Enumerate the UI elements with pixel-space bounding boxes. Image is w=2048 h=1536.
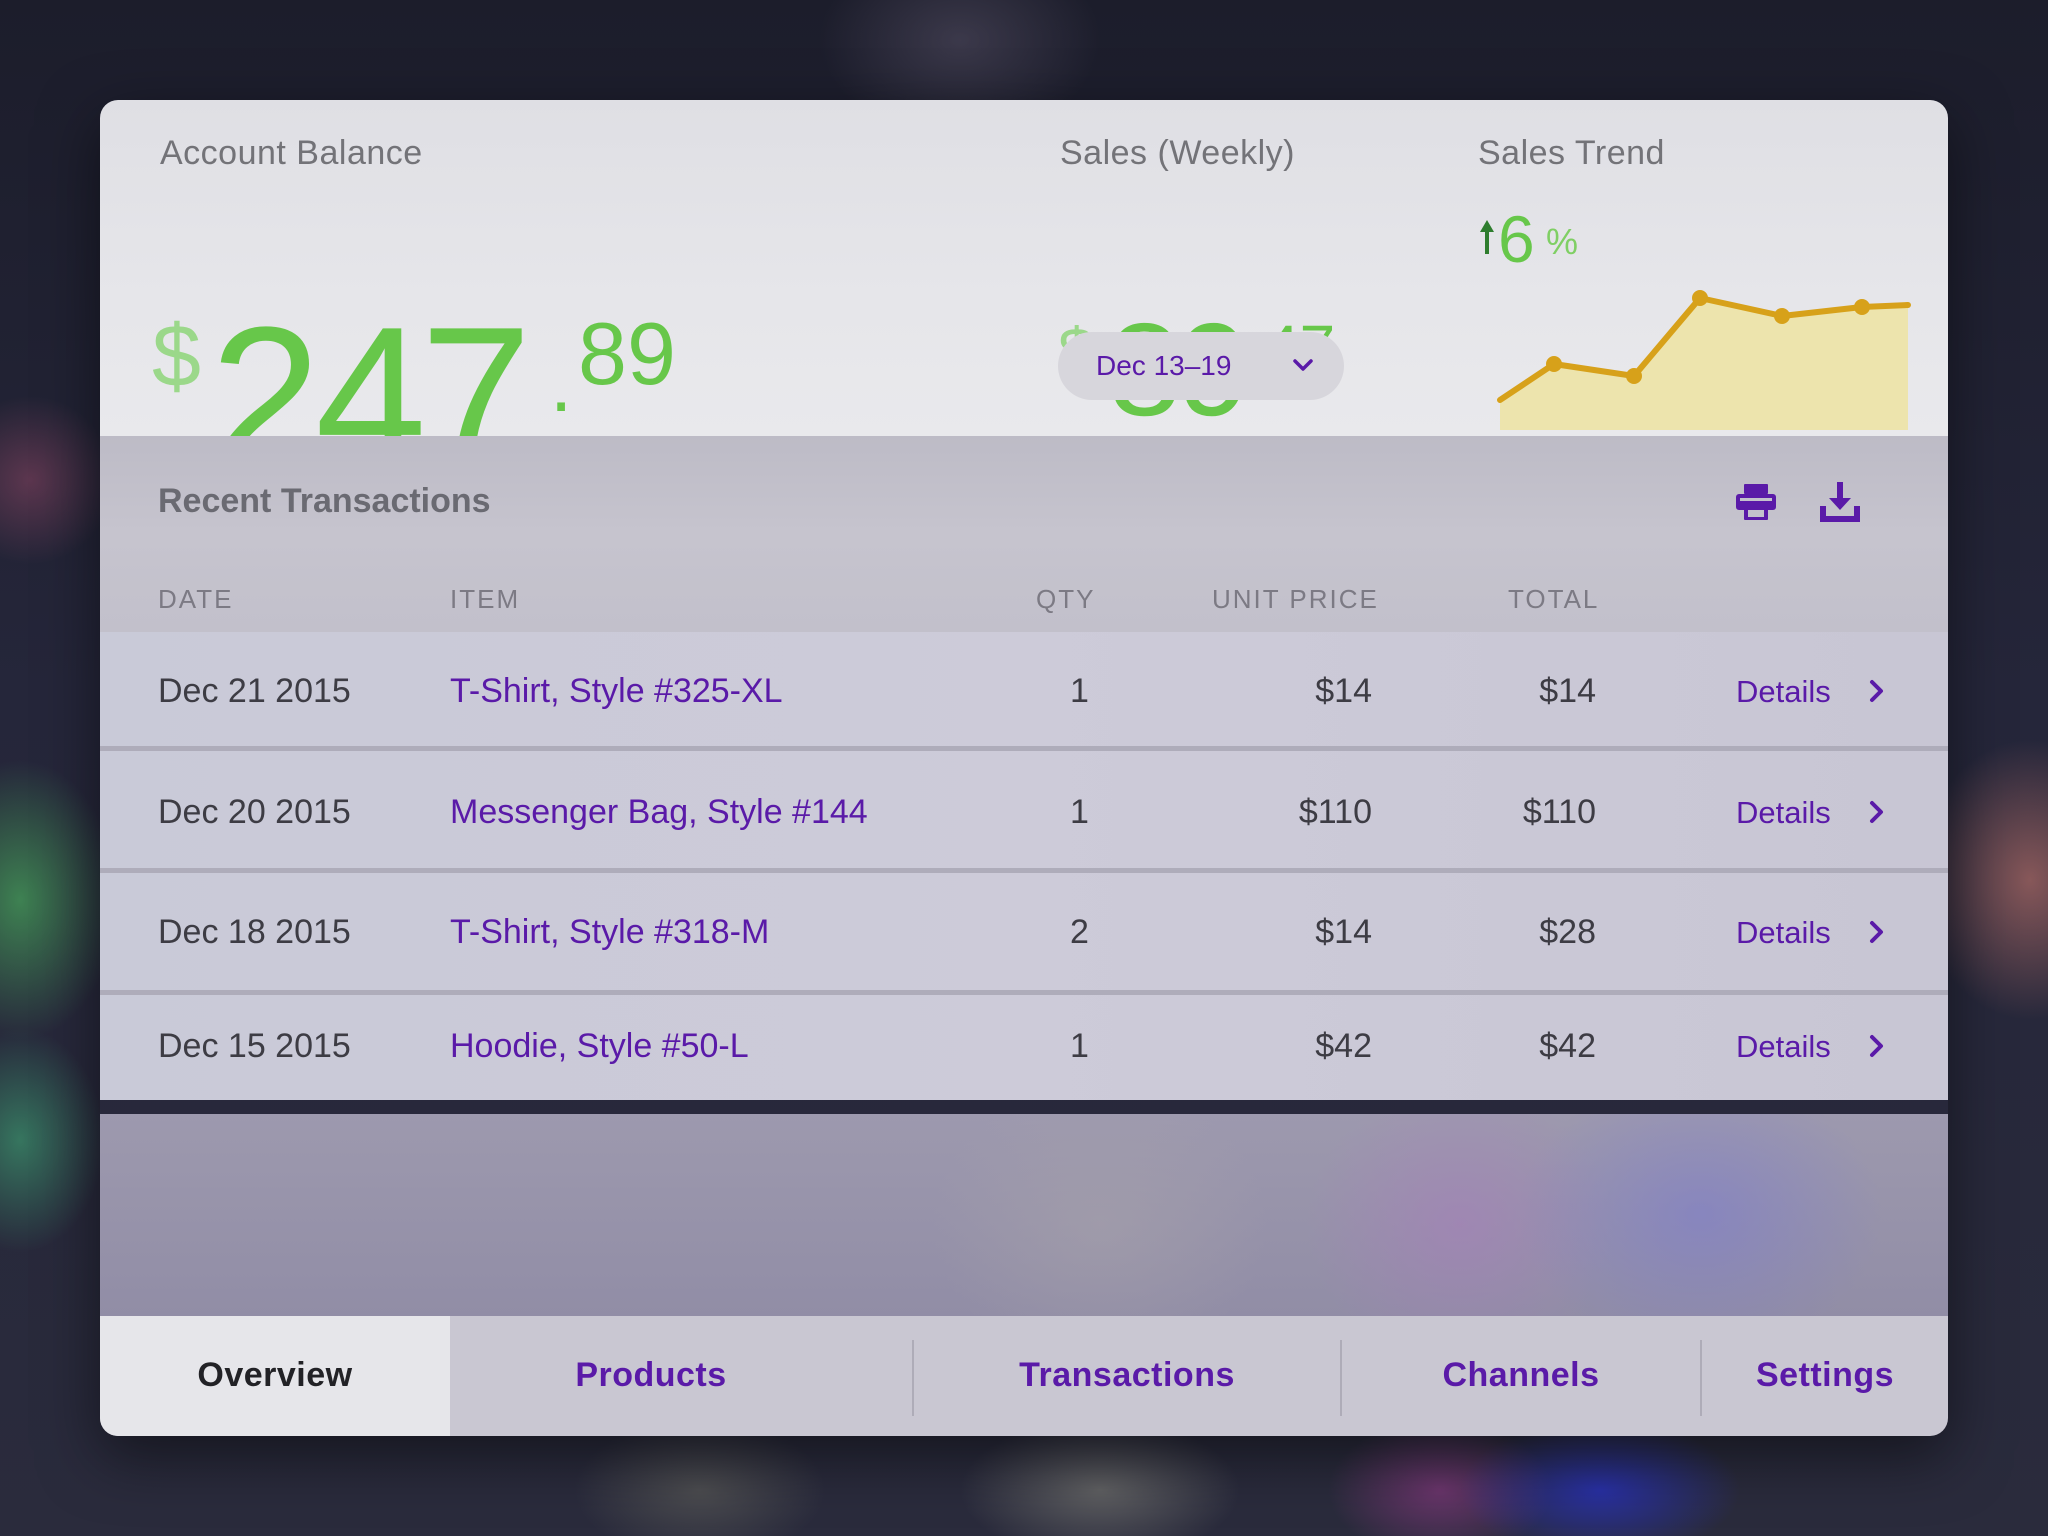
trend-change-value: 6: [1498, 202, 1535, 276]
printer-icon[interactable]: [1732, 478, 1780, 526]
date-range-dropdown[interactable]: Dec 13–19: [1058, 332, 1344, 400]
row-total: $42: [1539, 1027, 1596, 1065]
transactions-header: Recent Transactions DATE ITEM QTY UNIT P…: [100, 436, 1948, 632]
column-header-date: DATE: [158, 584, 234, 614]
tab-divider: [1340, 1340, 1342, 1416]
tab-label: Transactions: [1019, 1356, 1235, 1394]
details-label: Details: [1736, 795, 1831, 830]
row-details-link[interactable]: Details: [1736, 795, 1896, 831]
sales-trend-label: Sales Trend: [1478, 134, 1665, 172]
column-header-qty: QTY: [1036, 584, 1096, 614]
tab-label: Channels: [1442, 1356, 1600, 1394]
weekly-sales-label: Sales (Weekly): [1060, 134, 1295, 172]
tab-settings[interactable]: Settings: [1702, 1316, 1948, 1436]
download-icon[interactable]: [1816, 478, 1864, 526]
row-item-link[interactable]: T-Shirt, Style #318-M: [450, 913, 770, 951]
row-details-link[interactable]: Details: [1736, 1029, 1896, 1065]
trend-change-unit: %: [1546, 221, 1579, 262]
balance-cents: 89: [578, 304, 676, 403]
column-header-total: TOTAL: [1508, 584, 1600, 614]
empty-translucent-area: [100, 1114, 1948, 1316]
row-item-link[interactable]: Hoodie, Style #50-L: [450, 1027, 749, 1065]
details-label: Details: [1736, 1029, 1831, 1064]
arrow-up-icon: [1480, 220, 1494, 254]
row-item-link[interactable]: T-Shirt, Style #325-XL: [450, 672, 783, 710]
table-row: Dec 21 2015 T-Shirt, Style #325-XL 1 $14…: [100, 632, 1948, 751]
row-date: Dec 18 2015: [158, 913, 351, 951]
row-unit-price: $14: [1315, 913, 1372, 951]
trend-point-dec: [1854, 299, 1870, 315]
details-label: Details: [1736, 674, 1831, 709]
row-total: $14: [1539, 672, 1596, 710]
chevron-right-icon: [1870, 1035, 1883, 1057]
row-details-link[interactable]: Details: [1736, 674, 1896, 710]
row-total: $28: [1539, 913, 1596, 951]
row-qty: 1: [1070, 793, 1089, 831]
row-unit-price: $110: [1298, 793, 1372, 831]
tab-transactions[interactable]: Transactions: [914, 1316, 1340, 1436]
balance-dot: .: [550, 339, 573, 428]
account-balance-label: Account Balance: [160, 134, 423, 172]
tab-products[interactable]: Products: [450, 1316, 912, 1436]
column-header-unit-price: UNIT PRICE: [1212, 584, 1379, 614]
details-label: Details: [1736, 915, 1831, 950]
tab-divider: [912, 1340, 914, 1416]
dashboard-card: Account Balance $ 247 . 89 Sales (Weekly…: [100, 100, 1948, 1436]
tab-label: Overview: [197, 1356, 353, 1394]
table-row: Dec 15 2015 Hoodie, Style #50-L 1 $42 $4…: [100, 995, 1948, 1100]
tab-overview[interactable]: Overview: [100, 1316, 450, 1436]
row-date: Dec 21 2015: [158, 672, 351, 710]
chevron-right-icon: [1870, 680, 1883, 702]
row-qty: 1: [1070, 672, 1089, 710]
trend-area-fill: [1500, 298, 1908, 430]
tab-divider: [1700, 1340, 1702, 1416]
date-range-value: Dec 13–19: [1096, 350, 1232, 381]
row-qty: 2: [1070, 913, 1089, 951]
transactions-table: Dec 21 2015 T-Shirt, Style #325-XL 1 $14…: [100, 632, 1948, 1100]
trend-point-nov: [1774, 308, 1790, 324]
chevron-down-icon: [1293, 359, 1313, 371]
table-row: Dec 18 2015 T-Shirt, Style #318-M 2 $14 …: [100, 873, 1948, 995]
trend-point-aug: [1546, 356, 1562, 372]
row-qty: 1: [1070, 1027, 1089, 1065]
trend-point-sep: [1626, 368, 1642, 384]
trend-point-oct: [1692, 290, 1708, 306]
summary-header: Account Balance $ 247 . 89 Sales (Weekly…: [100, 100, 1948, 498]
recent-transactions-title: Recent Transactions: [158, 482, 491, 520]
chevron-right-icon: [1870, 801, 1883, 823]
tab-channels[interactable]: Channels: [1342, 1316, 1700, 1436]
row-item-link[interactable]: Messenger Bag, Style #144: [450, 793, 868, 831]
row-total: $110: [1522, 793, 1596, 831]
table-row: Dec 20 2015 Messenger Bag, Style #144 1 …: [100, 751, 1948, 873]
row-date: Dec 15 2015: [158, 1027, 351, 1065]
chevron-right-icon: [1870, 921, 1883, 943]
row-unit-price: $14: [1315, 672, 1372, 710]
row-details-link[interactable]: Details: [1736, 915, 1896, 951]
row-date: Dec 20 2015: [158, 793, 351, 831]
balance-currency: $: [152, 306, 201, 405]
row-unit-price: $42: [1315, 1027, 1372, 1065]
column-header-item: ITEM: [450, 584, 521, 614]
tab-label: Settings: [1755, 1356, 1895, 1394]
tab-label: Products: [575, 1356, 727, 1394]
tab-bar: Overview Products Transactions Channels …: [100, 1316, 1948, 1436]
